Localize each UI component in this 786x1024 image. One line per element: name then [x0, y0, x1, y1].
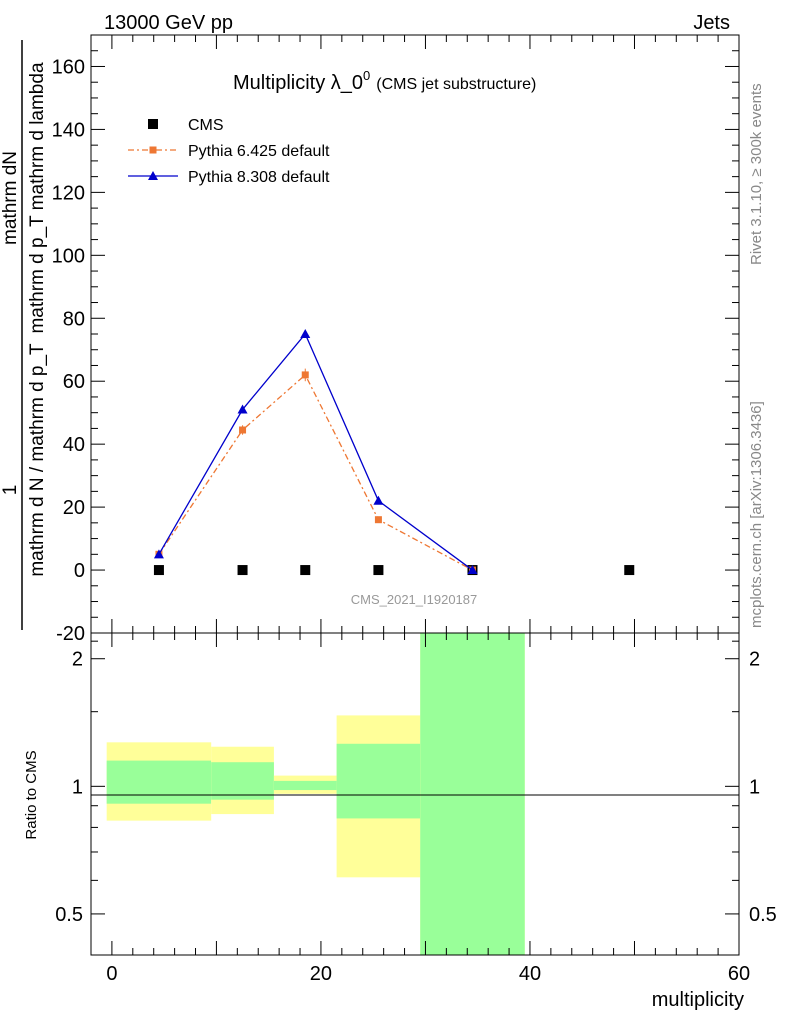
series-point-1 [239, 426, 247, 434]
series-point-0 [300, 565, 311, 576]
series-point-0 [237, 565, 248, 576]
ylabel-numerator: mathrm dN [0, 151, 21, 245]
main-series-group [153, 329, 635, 576]
ytick-label: 0 [74, 560, 85, 582]
ratio-bands [106, 633, 525, 955]
ratio-band-inner [420, 633, 525, 955]
legend-label: Pythia 8.308 default [188, 169, 330, 186]
legend-label: CMS [188, 117, 224, 134]
ratio-band-inner [273, 780, 337, 791]
main-plot-panel: -20 0 20 40 60 80 100 120 140 160 Multiplicity λ_… [0, 34, 740, 645]
legend-marker [149, 146, 157, 154]
series-point-1 [301, 371, 309, 379]
ratio-ytick-label-right: 0.5 [749, 904, 777, 926]
ylabel-one: 1 [0, 485, 21, 496]
ratio-ylabel: Ratio to CMS [23, 750, 40, 839]
header-energy: 13000 GeV pp [104, 12, 233, 34]
series-point-0 [373, 565, 384, 576]
series-point-0 [153, 565, 164, 576]
ytick-label: 80 [63, 308, 85, 330]
chart-title: Multiplicity λ_00(CMS jet substructure) [233, 68, 536, 94]
series-point-2 [153, 549, 164, 559]
ytick-label: 60 [63, 371, 85, 393]
series-point-2 [237, 404, 248, 414]
ratio-ytick-label: 0.5 [55, 904, 83, 926]
xtick-label: 0 [106, 963, 117, 985]
xtick-label: 20 [310, 963, 332, 985]
series-point-2 [467, 565, 478, 575]
xtick-label: 40 [519, 963, 541, 985]
x-axis-label: multiplicity [652, 989, 744, 1011]
ratio-plot-panel: 0.5 0.51 12 20 20 40 60 Ratio to CMS multiplic… [23, 632, 777, 1011]
ratio-ytick-label: 1 [72, 776, 83, 798]
rivet-version-label: Rivet 3.1.10, ≥ 300k events [748, 83, 765, 265]
main-axes: -20 0 20 40 60 80 100 120 140 160 [52, 34, 740, 645]
series-line-2 [158, 332, 473, 571]
ytick-label: 160 [52, 56, 85, 78]
ratio-ytick-label-right: 2 [749, 649, 760, 671]
ratio-ytick-label: 2 [72, 649, 83, 671]
xtick-label: 60 [728, 963, 750, 985]
ytick-label: 40 [63, 434, 85, 456]
series-point-1 [374, 516, 382, 524]
series-point-2 [300, 329, 311, 338]
legend-label: Pythia 6.425 default [188, 143, 330, 160]
ratio-band-inner [336, 743, 421, 819]
ratio-frame [90, 632, 740, 956]
legend-marker [148, 171, 158, 180]
legend: CMS Pythia 6.425 default Pythia 8.308 defa… [128, 117, 330, 186]
ylabel-denominator: mathrm d N / mathrm d p_T [27, 343, 48, 577]
analysis-watermark: CMS_2021_I1920187 [351, 592, 478, 607]
ylabel-numerator-2: mathrm d p_T mathrm d lambda [27, 62, 48, 333]
header-process: Jets [693, 12, 730, 34]
series-point-0 [624, 565, 635, 576]
series-point-2 [373, 495, 384, 505]
ratio-band-inner [211, 762, 274, 800]
ytick-label: 100 [52, 245, 85, 267]
ytick-label: 140 [52, 119, 85, 141]
mcplots-label: mcplots.cern.ch [arXiv:1306.3436] [748, 401, 765, 628]
y-axis-label: mathrm dN mathrm d p_T mathrm d lambda 1… [0, 40, 48, 630]
ytick-label: 120 [52, 182, 85, 204]
ratio-ytick-label-right: 1 [749, 776, 760, 798]
legend-marker [148, 119, 158, 129]
ytick-label: 20 [63, 497, 85, 519]
ytick-label: -20 [56, 623, 85, 645]
ratio-band-inner [106, 760, 212, 804]
ratio-axes: 0.5 0.51 12 20 20 40 60 [55, 633, 777, 985]
